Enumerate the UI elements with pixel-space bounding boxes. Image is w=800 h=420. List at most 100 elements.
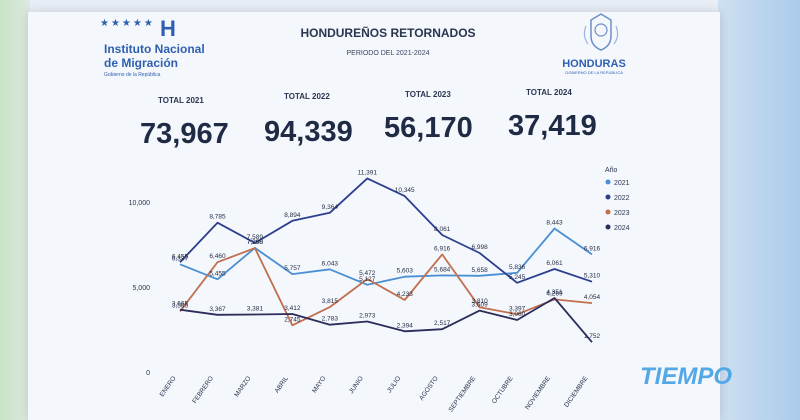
x-tick-label: DICIEMBRE: [563, 375, 590, 409]
data-label: 11,391: [358, 169, 378, 176]
legend-label-2022: 2022: [614, 195, 630, 202]
total-2022-label: TOTAL 2022: [284, 92, 330, 101]
data-label: 3,381: [247, 306, 264, 313]
x-tick-label: JULIO: [386, 375, 402, 394]
data-label: 3,609: [471, 302, 488, 309]
data-label: 8,894: [284, 212, 301, 219]
institution-name-line2: de Migración: [104, 56, 179, 70]
total-2021-label: TOTAL 2021: [158, 96, 204, 105]
watermark-logo: TIEMPO: [640, 363, 733, 390]
data-label: 7,290: [247, 239, 264, 246]
y-tick-label: 10,000: [129, 200, 151, 207]
logo-letter: H: [160, 16, 176, 41]
x-tick-label: SEPTIEMBRE: [448, 375, 478, 414]
legend-label-2021: 2021: [614, 180, 630, 187]
institution-name-line1: Instituto Nacional: [104, 42, 205, 56]
data-label: 3,412: [284, 305, 301, 312]
x-tick-label: JUNIO: [348, 375, 365, 395]
data-label: 8,785: [209, 214, 226, 221]
legend-title: Año: [605, 167, 618, 174]
legend-marker-2022: [605, 194, 611, 200]
data-label: 5,684: [434, 266, 451, 273]
series-line-2021: [179, 227, 593, 286]
data-label: 9,364: [322, 204, 339, 211]
data-label: 5,472: [359, 270, 376, 277]
x-tick-label: MARZO: [233, 375, 252, 398]
country-subtitle: GOBIERNO DE LA REPÚBLICA: [565, 70, 623, 75]
data-label: 10,345: [395, 187, 415, 194]
series-line-2023: [179, 247, 593, 327]
data-label: 7,589: [247, 234, 264, 241]
data-label: 4,351: [546, 289, 563, 296]
data-label: 8,443: [546, 219, 563, 226]
data-label: 4,054: [584, 294, 601, 301]
data-label: 1,752: [584, 333, 601, 340]
data-label: 2,394: [397, 322, 414, 329]
data-label: 2,783: [322, 316, 339, 323]
x-tick-label: AGOSTO: [418, 375, 440, 402]
institution-name: Instituto Nacional de Migración: [104, 42, 205, 70]
data-label: 6,061: [546, 260, 563, 267]
presentation-slide: ★★★★★ H Instituto Nacional de Migración …: [28, 12, 720, 420]
total-2021-value: 73,967: [140, 118, 229, 150]
data-label: 6,998: [471, 244, 488, 251]
data-label: 6,043: [322, 260, 339, 267]
x-tick-label: NOVIEMBRE: [524, 375, 552, 412]
data-label: 3,060: [509, 311, 526, 318]
data-label: 6,916: [434, 245, 451, 252]
data-label: 3,665: [172, 301, 189, 308]
chart-subtitle: PERIODO DEL 2021-2024: [346, 50, 430, 57]
total-2024-value: 37,419: [508, 110, 597, 142]
data-label: 5,757: [284, 265, 301, 272]
country-name: HONDURAS: [562, 58, 626, 70]
logo-stars: ★★★★★: [100, 18, 155, 29]
data-label: 3,815: [322, 298, 339, 305]
chart-title: HONDUREÑOS RETORNADOS: [300, 26, 476, 40]
x-tick-label: ENERO: [159, 375, 178, 398]
background-right: [718, 0, 800, 420]
series-line-2022: [179, 177, 593, 284]
data-label: 3,565: [172, 302, 189, 309]
total-2022-value: 94,339: [264, 116, 353, 148]
data-label: 6,916: [584, 245, 601, 252]
total-2024-label: TOTAL 2024: [526, 88, 572, 97]
data-label: 6,337: [172, 255, 189, 262]
data-label: 5,658: [471, 267, 488, 274]
legend-label-2024: 2024: [614, 225, 630, 232]
series-line-2024: [179, 297, 593, 343]
legend-marker-2024: [605, 224, 611, 230]
data-label: 3,367: [209, 306, 226, 313]
data-label: 5,836: [509, 264, 526, 271]
data-label: 2,517: [434, 320, 451, 327]
data-label: 7,298: [247, 239, 264, 246]
data-label: 2,973: [359, 312, 376, 319]
total-2023-label: TOTAL 2023: [405, 90, 451, 99]
coat-of-arms-icon: [583, 13, 619, 51]
total-2023-value: 56,170: [384, 112, 473, 144]
data-label: 4,269: [546, 290, 563, 297]
data-label: 5,603: [397, 268, 414, 275]
y-tick-label: 0: [146, 370, 150, 377]
institution-subtitle: Gobierno de la República: [104, 72, 161, 78]
legend-marker-2021: [605, 179, 611, 185]
data-label: 8,061: [434, 226, 451, 233]
data-label: 5,310: [584, 273, 601, 280]
legend-label-2023: 2023: [614, 210, 630, 217]
background-left: [0, 0, 30, 420]
data-label: 5,455: [209, 270, 226, 277]
x-tick-label: MAYO: [311, 375, 327, 394]
data-label: 5,127: [359, 276, 376, 283]
x-tick-label: ABRIL: [273, 375, 290, 395]
y-tick-label: 5,000: [132, 285, 150, 292]
data-label: 5,245: [509, 274, 526, 281]
data-label: 2,745: [284, 316, 301, 323]
data-label: 6,455: [172, 253, 189, 260]
x-tick-label: FEBRERO: [191, 375, 215, 405]
data-label: 4,233: [397, 291, 414, 298]
data-label: 6,460: [209, 253, 226, 260]
x-tick-label: OCTUBRE: [491, 375, 515, 406]
data-label: 3,810: [471, 298, 488, 305]
legend-marker-2023: [605, 209, 611, 215]
data-label: 3,397: [509, 305, 526, 312]
